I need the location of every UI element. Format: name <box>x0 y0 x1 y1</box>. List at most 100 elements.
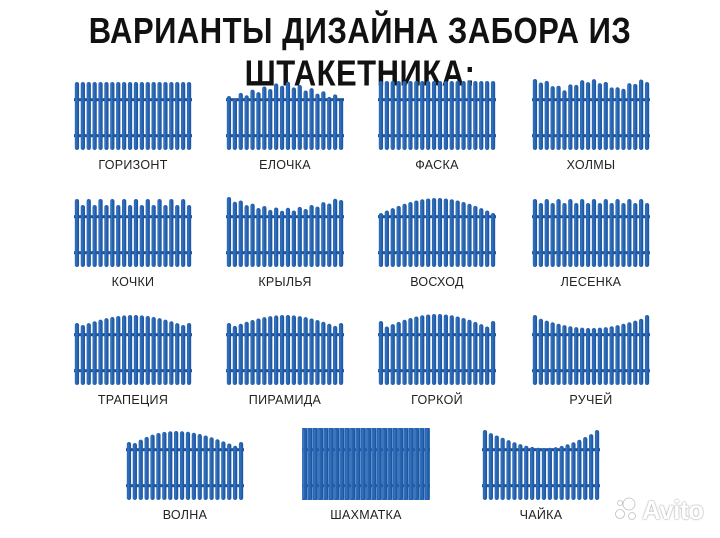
fence-picket <box>318 428 324 500</box>
fence-design-label: ПИРАМИДА <box>248 393 322 407</box>
fence-illustration <box>482 430 600 500</box>
fence-picket <box>437 81 443 150</box>
fence-picket <box>541 448 547 500</box>
fence-picket <box>580 199 585 267</box>
fence-picket <box>455 200 460 267</box>
fence-picket <box>591 327 597 385</box>
fence-rail <box>532 251 650 255</box>
fence-picket <box>321 321 326 385</box>
fence-picket <box>360 428 366 500</box>
fence-picket <box>550 86 555 150</box>
fence-picket <box>132 443 137 500</box>
page-title: ВАРИАНТЫ ДИЗАЙНА ЗАБОРА ИЗ ШТАКЕТНИКА: <box>88 10 632 94</box>
fence-picket <box>74 82 80 150</box>
fence-picket <box>644 203 650 267</box>
fence-picket <box>485 326 490 385</box>
fence-picket <box>485 81 490 150</box>
fence-picket <box>479 208 484 267</box>
fence-picket <box>585 203 591 267</box>
fence-picket <box>256 92 261 150</box>
fence-picket <box>250 89 255 150</box>
fence-picket <box>169 321 174 385</box>
fence-picket <box>568 84 573 150</box>
fence-picket <box>122 199 127 267</box>
fence-picket <box>414 316 419 385</box>
fence-picket <box>262 317 267 385</box>
fence-picket <box>175 323 180 385</box>
fence-picket <box>297 316 302 385</box>
fence-rail <box>74 369 192 373</box>
fence-rail <box>532 98 650 102</box>
fence-picket <box>303 317 308 385</box>
fence-picket <box>378 81 384 150</box>
fence-picket <box>461 317 466 385</box>
fence-picket <box>333 325 338 385</box>
fence-rail <box>378 333 496 337</box>
fence-picket <box>139 205 144 267</box>
fence-picket <box>583 437 588 500</box>
fence-rail <box>226 98 344 102</box>
fence-picket <box>163 82 168 150</box>
fence-picket <box>392 428 398 500</box>
fence-picket <box>315 93 320 150</box>
fence-picket <box>323 428 329 500</box>
fence-picket <box>179 431 185 500</box>
fence-picket <box>609 326 614 385</box>
fence-illustration <box>74 82 192 150</box>
fence-picket <box>297 206 302 267</box>
fence-picket <box>116 205 121 267</box>
fence-picket <box>431 81 437 150</box>
fence-picket <box>591 79 597 150</box>
fence-design-gull: ЧАЙКА <box>482 428 600 522</box>
fence-picket <box>378 321 384 385</box>
fence-picket <box>414 81 419 150</box>
fence-picket <box>455 316 460 385</box>
fence-picket <box>547 447 552 500</box>
fence-picket <box>585 82 591 150</box>
fence-picket <box>384 210 389 267</box>
fence-rail <box>74 98 192 102</box>
fence-rail <box>532 134 650 138</box>
fence-picket <box>426 314 431 385</box>
fence-picket <box>414 200 419 267</box>
fence-illustration <box>226 81 344 150</box>
fence-picket <box>644 82 650 150</box>
fence-picket <box>506 440 511 500</box>
fence-picket <box>603 327 608 385</box>
fence-picket <box>344 428 350 500</box>
fence-picket <box>151 205 156 267</box>
fence-picket <box>449 199 454 267</box>
fence-picket <box>366 428 372 500</box>
fence-picket <box>327 203 332 267</box>
fence-picket <box>138 439 143 500</box>
fence-picket <box>156 433 161 500</box>
fence-picket <box>232 201 237 267</box>
fence-picket <box>122 315 127 385</box>
avito-logo-icon <box>615 497 636 520</box>
fence-picket <box>414 428 420 500</box>
fence-design-flat: ГОРИЗОНТ <box>74 78 192 172</box>
fence-rail <box>378 251 496 255</box>
fence-picket <box>168 431 173 500</box>
fence-picket <box>580 80 585 150</box>
fence-picket <box>490 321 496 385</box>
fence-illustration <box>532 199 650 267</box>
fence-picket <box>291 210 296 267</box>
fence-picket <box>226 323 232 385</box>
fence-picket <box>467 203 472 267</box>
fence-rail <box>126 484 244 488</box>
fence-picket <box>333 94 338 150</box>
fence-illustration <box>74 199 192 267</box>
fence-picket <box>585 327 591 385</box>
fence-picket <box>532 79 538 150</box>
fence-picket <box>250 320 255 385</box>
fence-picket <box>594 430 600 500</box>
fence-picket <box>110 316 115 385</box>
fence-picket <box>244 95 249 150</box>
fence-picket <box>238 92 243 150</box>
fence-illustration <box>378 314 496 385</box>
fence-picket <box>181 82 186 150</box>
fence-picket <box>334 428 340 500</box>
fence-picket <box>633 320 638 385</box>
fence-illustration <box>226 197 344 267</box>
